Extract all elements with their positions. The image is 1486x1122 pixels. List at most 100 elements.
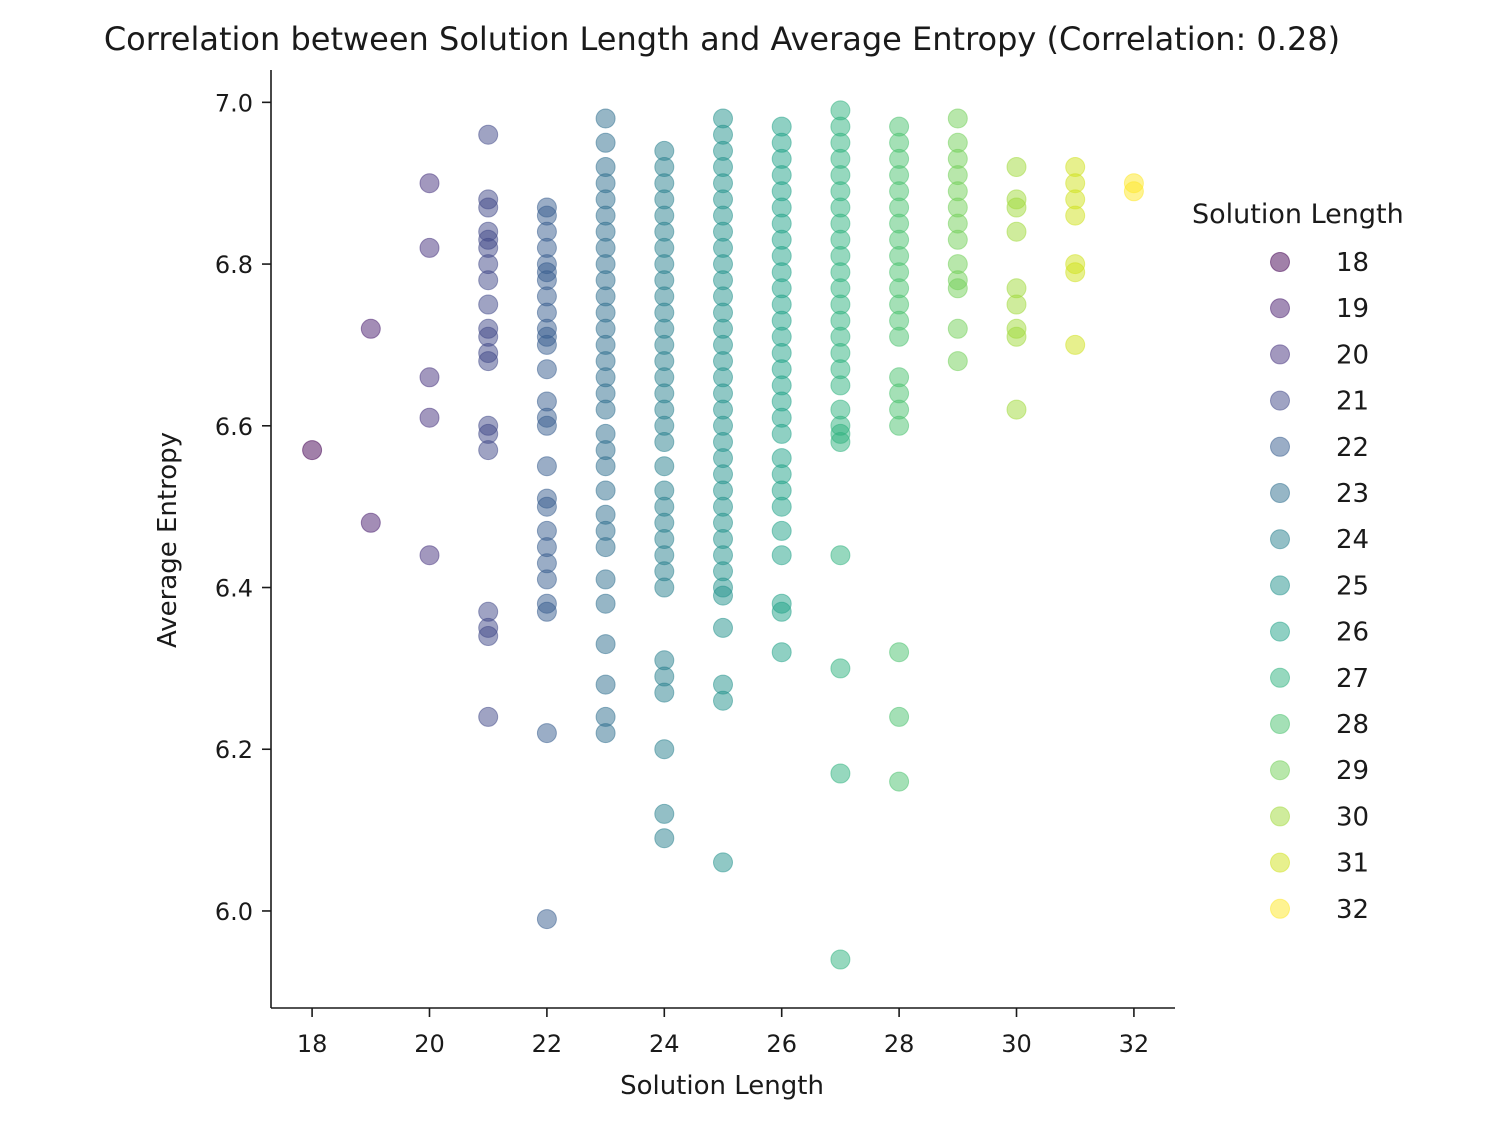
point-29-7 <box>947 229 968 250</box>
point-23-24 <box>595 537 616 558</box>
legend-label-24: 24 <box>1336 525 1369 555</box>
point-18-0 <box>302 440 323 461</box>
point-23-20 <box>595 456 616 477</box>
point-29-0 <box>947 108 968 129</box>
legend-marker-32 <box>1270 898 1290 919</box>
point-28-19 <box>889 706 910 727</box>
x-axis-ticks: 18 20 22 24 26 28 30 32 <box>297 1008 1149 1058</box>
point-27-21 <box>830 432 851 452</box>
legend-marker-18 <box>1270 252 1290 272</box>
legend-label-21: 21 <box>1336 387 1369 417</box>
legend-label-32: 32 <box>1336 895 1369 925</box>
legend-marker-30 <box>1270 806 1290 827</box>
point-24-26 <box>654 577 675 598</box>
point-29-12 <box>947 351 968 372</box>
point-28-13 <box>889 326 910 347</box>
point-20-0 <box>419 173 440 194</box>
y-axis-label: Average Entropy <box>153 432 183 648</box>
point-27-25 <box>830 949 851 970</box>
point-28-18 <box>889 642 910 663</box>
point-28-17 <box>889 415 910 436</box>
point-27-22 <box>830 545 851 566</box>
y-tick-label-4: 6.8 <box>215 251 253 279</box>
point-32-1 <box>1123 181 1144 202</box>
x-tick-label-0: 18 <box>297 1030 328 1058</box>
point-23-30 <box>595 723 616 744</box>
chart-title: Correlation between Solution Length and … <box>104 20 1340 58</box>
point-21-15 <box>478 440 499 461</box>
point-23-0 <box>595 108 616 129</box>
point-31-3 <box>1065 205 1086 226</box>
point-19-0 <box>360 318 381 339</box>
x-tick-label-1: 20 <box>414 1030 445 1058</box>
point-21-19 <box>478 706 499 727</box>
point-25-34 <box>713 852 733 873</box>
x-tick-label-4: 26 <box>766 1030 797 1058</box>
point-22-18 <box>536 496 557 517</box>
point-26-24 <box>771 520 792 541</box>
legend: Solution Length 18 19 20 21 22 23 24 25 26 27 28 29… <box>1192 199 1404 925</box>
legend-marker-19 <box>1270 298 1290 319</box>
point-31-6 <box>1065 334 1086 355</box>
legend-marker-31 <box>1270 852 1290 873</box>
legend-marker-29 <box>1270 760 1290 781</box>
legend-title: Solution Length <box>1192 199 1404 230</box>
point-21-2 <box>478 197 499 218</box>
legend-marker-28 <box>1270 714 1290 734</box>
point-25-33 <box>713 690 733 711</box>
point-31-5 <box>1065 262 1086 283</box>
x-axis-label: Solution Length <box>620 1071 824 1101</box>
point-21-0 <box>478 124 499 145</box>
legend-marker-24 <box>1270 529 1290 550</box>
legend-label-28: 28 <box>1336 710 1369 740</box>
point-29-11 <box>947 318 968 339</box>
point-24-29 <box>654 682 675 703</box>
point-21-8 <box>478 294 499 315</box>
point-26-27 <box>771 601 792 622</box>
point-25-30 <box>713 585 733 606</box>
y-tick-label-5: 7.0 <box>215 89 253 117</box>
point-23-26 <box>595 593 616 614</box>
y-tick-label-0: 6.0 <box>215 898 253 926</box>
legend-marker-22 <box>1270 436 1290 457</box>
point-30-8 <box>1006 399 1027 420</box>
point-23-27 <box>595 634 616 655</box>
x-tick-label-2: 22 <box>532 1030 563 1058</box>
point-26-25 <box>771 545 792 566</box>
point-26-23 <box>771 496 792 517</box>
point-20-2 <box>419 367 440 388</box>
point-22-26 <box>536 909 557 930</box>
point-23-17 <box>595 399 616 420</box>
point-29-10 <box>947 278 968 299</box>
legend-label-26: 26 <box>1336 618 1369 648</box>
point-23-28 <box>595 674 616 695</box>
y-tick-label-3: 6.6 <box>215 413 253 441</box>
point-24-30 <box>654 739 675 760</box>
point-24-31 <box>654 803 675 824</box>
point-23-25 <box>595 569 616 590</box>
legend-label-25: 25 <box>1336 571 1369 601</box>
point-20-1 <box>419 237 440 258</box>
legend-label-27: 27 <box>1336 664 1369 694</box>
legend-marker-27 <box>1270 667 1290 688</box>
point-22-25 <box>536 723 557 744</box>
point-20-4 <box>419 545 440 566</box>
legend-label-19: 19 <box>1336 294 1369 324</box>
legend-marker-20 <box>1270 344 1290 365</box>
point-30-2 <box>1006 197 1027 218</box>
point-27-17 <box>830 375 851 396</box>
x-tick-label-3: 24 <box>649 1030 680 1058</box>
legend-marker-21 <box>1270 390 1290 411</box>
legend-marker-23 <box>1270 483 1290 503</box>
legend-label-31: 31 <box>1336 849 1369 879</box>
point-22-22 <box>536 569 557 590</box>
point-24-18 <box>654 432 675 452</box>
point-28-20 <box>889 771 910 792</box>
point-21-7 <box>478 270 499 291</box>
point-22-12 <box>536 359 557 380</box>
legend-label-22: 22 <box>1336 433 1369 463</box>
point-26-19 <box>771 423 792 444</box>
point-22-11 <box>536 334 557 355</box>
point-24-32 <box>654 828 675 849</box>
